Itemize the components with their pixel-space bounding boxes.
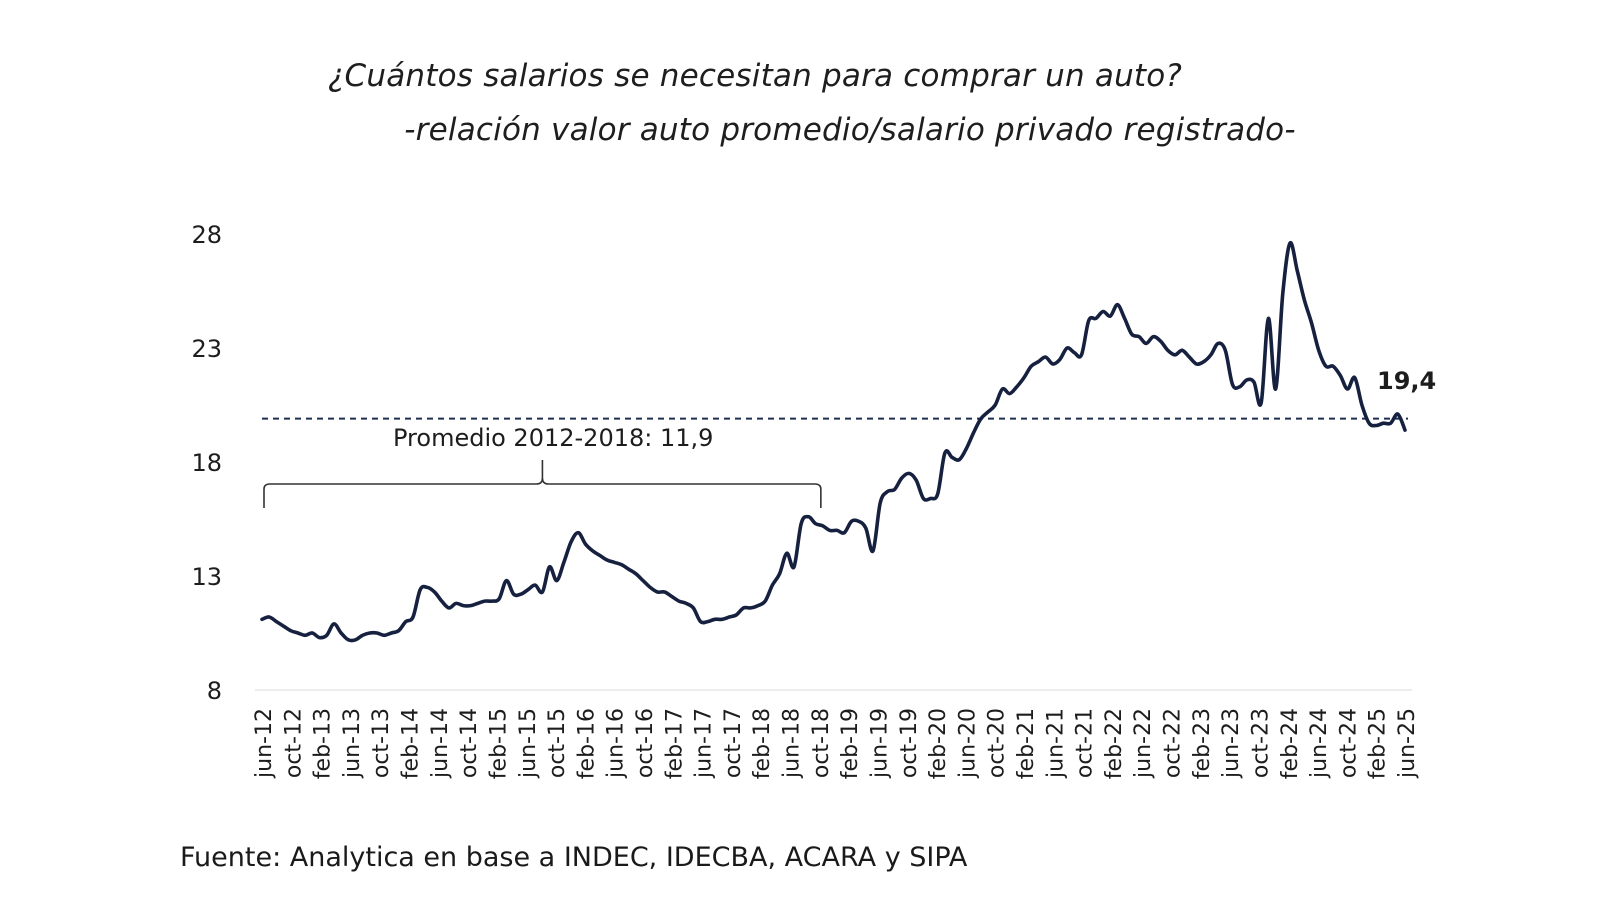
x-tick-label: oct-24 bbox=[1336, 708, 1361, 778]
x-tick-label: oct-17 bbox=[721, 708, 746, 778]
x-tick-label: oct-22 bbox=[1161, 708, 1186, 778]
x-tick-label: feb-24 bbox=[1278, 708, 1303, 779]
source-note: Fuente: Analytica en base a INDEC, IDECB… bbox=[180, 842, 968, 873]
x-tick-label: feb-13 bbox=[311, 708, 336, 779]
y-tick-label: 8 bbox=[207, 677, 222, 705]
x-tick-label: oct-18 bbox=[809, 708, 834, 778]
x-tick-label: feb-17 bbox=[662, 708, 687, 779]
average-brace bbox=[263, 460, 822, 508]
x-tick-label: jun-14 bbox=[428, 708, 453, 779]
x-tick-label: oct-23 bbox=[1248, 708, 1273, 778]
x-tick-label: jun-23 bbox=[1219, 708, 1244, 779]
series-line-group bbox=[260, 240, 1407, 643]
x-tick-label: oct-12 bbox=[281, 708, 306, 778]
x-tick-label: oct-13 bbox=[369, 708, 394, 778]
x-tick-label: oct-15 bbox=[545, 708, 570, 778]
x-tick-label: jun-19 bbox=[867, 708, 892, 779]
x-tick-label: feb-15 bbox=[486, 708, 511, 779]
x-tick-label: feb-22 bbox=[1102, 708, 1127, 779]
x-tick-label: jun-24 bbox=[1307, 708, 1332, 779]
x-tick-label: jun-21 bbox=[1043, 708, 1068, 779]
chart-title: ¿Cuántos salarios se necesitan para comp… bbox=[327, 58, 1183, 94]
x-tick-label: feb-16 bbox=[574, 708, 599, 779]
x-tick-label: jun-17 bbox=[692, 708, 717, 779]
x-tick-label: feb-18 bbox=[750, 708, 775, 779]
average-annotation: Promedio 2012-2018: 11,9 bbox=[393, 424, 713, 452]
x-tick-label: jun-13 bbox=[340, 708, 365, 779]
average-brace-group: Promedio 2012-2018: 11,9 bbox=[263, 424, 822, 508]
x-tick-label: jun-22 bbox=[1131, 708, 1156, 779]
x-tick-label: oct-14 bbox=[457, 708, 482, 778]
labels-group: 19,4 bbox=[1377, 367, 1436, 395]
y-tick-label: 23 bbox=[191, 335, 222, 363]
x-tick-label: jun-25 bbox=[1395, 708, 1420, 779]
x-tick-label: oct-16 bbox=[633, 708, 658, 778]
series-line bbox=[260, 240, 1407, 643]
x-tick-label: feb-20 bbox=[926, 708, 951, 779]
x-tick-label: jun-12 bbox=[252, 708, 277, 779]
x-tick-label: oct-21 bbox=[1073, 708, 1098, 778]
x-tick-label: feb-14 bbox=[399, 708, 424, 779]
x-tick-label: jun-15 bbox=[516, 708, 541, 779]
x-tick-label: oct-19 bbox=[897, 708, 922, 778]
x-tick-label: jun-18 bbox=[780, 708, 805, 779]
chart-subtitle: -relación valor auto promedio/salario pr… bbox=[404, 112, 1296, 148]
x-tick-label: jun-16 bbox=[604, 708, 629, 779]
y-tick-label: 13 bbox=[191, 563, 222, 591]
x-tick-label: feb-25 bbox=[1366, 708, 1391, 779]
last-value-label: 19,4 bbox=[1377, 367, 1436, 395]
y-tick-label: 28 bbox=[191, 221, 222, 249]
x-tick-label: jun-20 bbox=[955, 708, 980, 779]
x-tick-label: feb-21 bbox=[1014, 708, 1039, 779]
x-tick-label: feb-19 bbox=[838, 708, 863, 779]
x-tick-label: oct-20 bbox=[985, 708, 1010, 778]
x-tick-label: feb-23 bbox=[1190, 708, 1215, 779]
y-tick-label: 18 bbox=[191, 449, 222, 477]
